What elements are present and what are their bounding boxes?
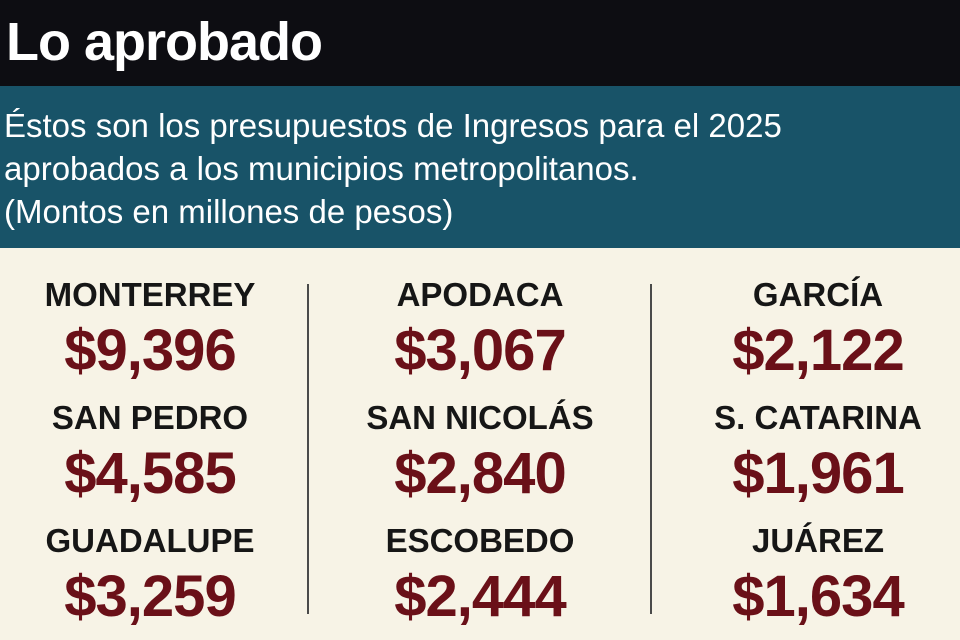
municipio-name: MONTERREY bbox=[44, 276, 256, 313]
description-line-3: (Montos en millones de pesos) bbox=[4, 193, 454, 230]
title-bar: Lo aprobado bbox=[0, 0, 960, 86]
column-divider bbox=[307, 284, 309, 614]
municipio-item: GUADALUPE $3,259 bbox=[0, 518, 300, 630]
municipio-name: S. CATARINA bbox=[714, 399, 922, 436]
municipio-name: ESCOBEDO bbox=[385, 522, 575, 559]
municipio-item: ESCOBEDO $2,444 bbox=[330, 518, 630, 630]
municipio-item: MONTERREY $9,396 bbox=[0, 272, 300, 384]
municipio-item: SAN NICOLÁS $2,840 bbox=[330, 395, 630, 507]
column-3: GARCÍA $2,122 S. CATARINA $1,961 JUÁREZ … bbox=[668, 262, 960, 640]
municipio-amount: $4,585 bbox=[64, 441, 236, 506]
budget-grid: MONTERREY $9,396 SAN PEDRO $4,585 GUADAL… bbox=[0, 262, 960, 640]
page-title: Lo aprobado bbox=[6, 12, 323, 72]
municipio-item: JUÁREZ $1,634 bbox=[668, 518, 960, 630]
municipio-name: SAN NICOLÁS bbox=[366, 399, 594, 436]
column-1: MONTERREY $9,396 SAN PEDRO $4,585 GUADAL… bbox=[0, 262, 300, 640]
municipio-name: SAN PEDRO bbox=[51, 399, 249, 436]
municipio-name: GUADALUPE bbox=[45, 522, 255, 559]
municipio-item: S. CATARINA $1,961 bbox=[668, 395, 960, 507]
municipio-item: APODACA $3,067 bbox=[330, 272, 630, 384]
description-line-1: Éstos son los presupuestos de Ingresos p… bbox=[4, 107, 782, 144]
municipio-name: GARCÍA bbox=[752, 276, 884, 313]
column-2: APODACA $3,067 SAN NICOLÁS $2,840 ESCOBE… bbox=[330, 262, 630, 640]
municipio-name: APODACA bbox=[396, 276, 564, 313]
municipio-amount: $3,259 bbox=[64, 564, 236, 629]
municipio-amount: $1,634 bbox=[732, 564, 904, 629]
description-bar bbox=[0, 86, 960, 248]
municipio-amount: $9,396 bbox=[64, 318, 236, 383]
column-divider bbox=[650, 284, 652, 614]
description: Éstos son los presupuestos de Ingresos p… bbox=[4, 104, 954, 233]
municipio-item: GARCÍA $2,122 bbox=[668, 272, 960, 384]
municipio-amount: $2,122 bbox=[732, 318, 904, 383]
municipio-amount: $2,840 bbox=[394, 441, 566, 506]
municipio-item: SAN PEDRO $4,585 bbox=[0, 395, 300, 507]
municipio-amount: $3,067 bbox=[394, 318, 566, 383]
description-line-2: aprobados a los municipios metropolitano… bbox=[4, 150, 639, 187]
municipio-amount: $1,961 bbox=[732, 441, 904, 506]
municipio-amount: $2,444 bbox=[394, 564, 566, 629]
municipio-name: JUÁREZ bbox=[751, 522, 885, 559]
